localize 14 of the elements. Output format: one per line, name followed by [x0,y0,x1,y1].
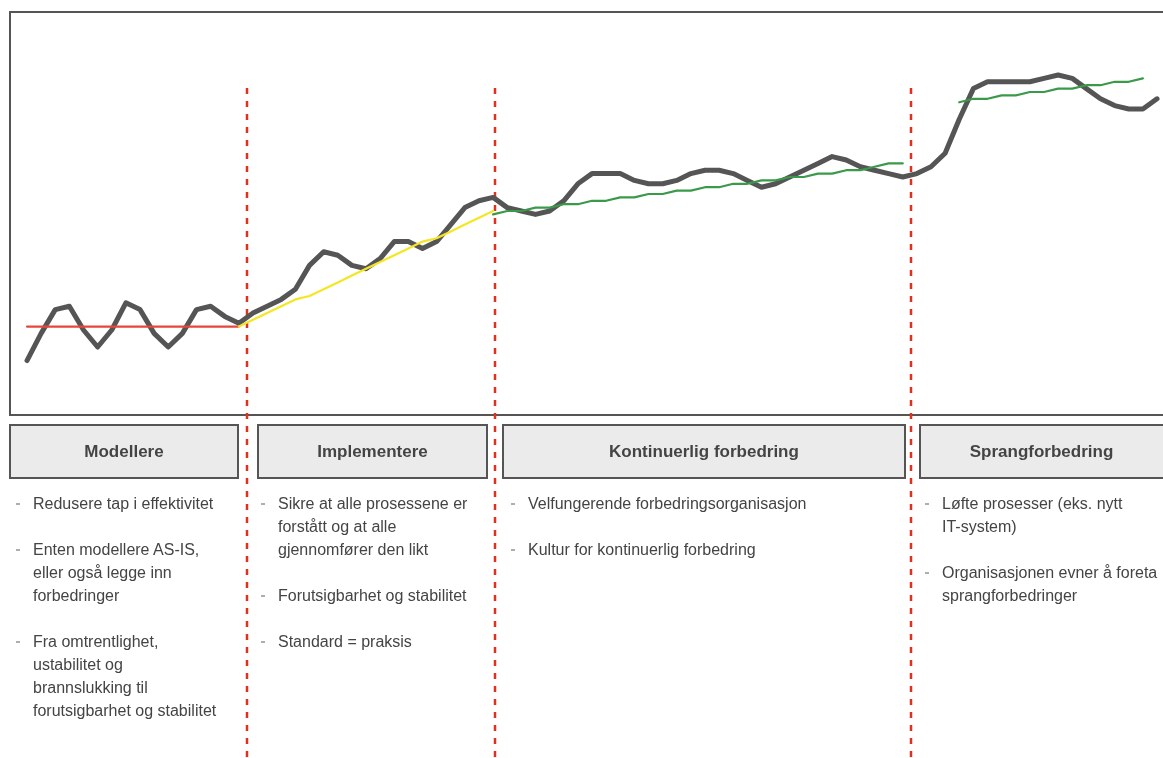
text: Enten modellere AS-IS, eller også legge inn forbedringer [33,541,200,604]
text: Løfte prosesser (eks. nytt IT-system) [942,495,1124,535]
text: Organisasjonen evner å foreta sprangforbedringer [942,564,1158,604]
text: Kultur for kontinuerlig forbedring [528,541,756,558]
text: Forutsigbarhet og stabilitet [278,587,468,604]
text: Standard = praksis [278,633,412,650]
text: Implementere [317,442,428,461]
text: Fra omtrentlighet, ustabilitet og brannslukking til forutsigbarhet og stabilitet [33,633,217,719]
text: Modellere [84,442,164,461]
text: Redusere tap i effektivitet [33,495,214,512]
text: Kontinuerlig forbedring [609,442,799,461]
text: Sikre at alle prosessene er forstått og at alle gjennomfører den likt [278,495,469,558]
text: Velfungerende forbedringsorganisasjon [528,495,807,512]
text: Sprangforbedring [969,442,1114,461]
